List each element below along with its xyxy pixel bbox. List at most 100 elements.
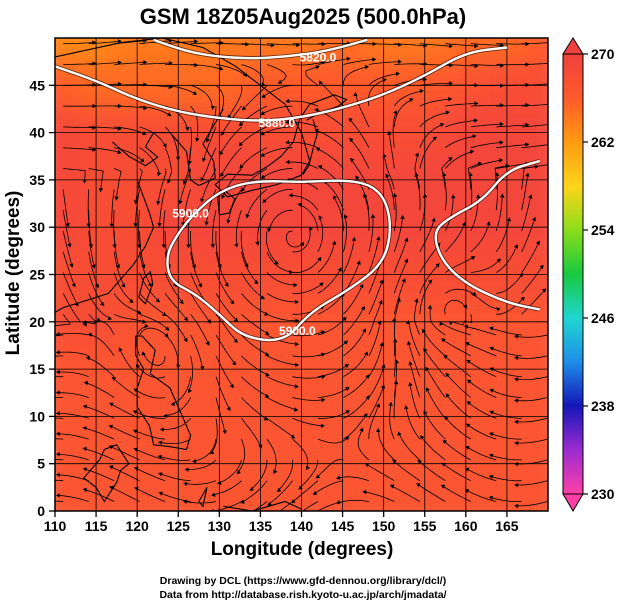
- streamline-arrowhead: [109, 485, 114, 490]
- streamline: [427, 390, 446, 419]
- streamline-arrowhead: [356, 260, 361, 265]
- streamline-arrowhead: [393, 110, 398, 115]
- streamline-arrowhead: [161, 311, 167, 317]
- streamline: [425, 351, 446, 377]
- streamline-arrowhead: [143, 60, 148, 65]
- streamline-arrowhead: [396, 297, 401, 303]
- streamline: [222, 147, 242, 174]
- streamline-arrowhead: [263, 416, 269, 421]
- streamline-arrowhead: [362, 328, 366, 333]
- streamline: [445, 103, 475, 107]
- streamline: [139, 62, 170, 65]
- streamline-arrowhead: [294, 300, 299, 305]
- streamline: [190, 84, 213, 106]
- streamline: [216, 43, 246, 45]
- streamline: [165, 64, 195, 66]
- streamline-arrowhead: [539, 264, 544, 270]
- streamline-arrowhead: [82, 467, 87, 472]
- streamline-arrowhead: [55, 493, 60, 498]
- streamline-arrowhead: [260, 152, 265, 157]
- streamline: [364, 197, 370, 232]
- streamline: [496, 144, 526, 149]
- streamline: [139, 230, 144, 265]
- streamline: [521, 62, 548, 65]
- streamline-arrowhead: [226, 406, 231, 412]
- streamline: [339, 476, 370, 482]
- streamline: [469, 381, 497, 398]
- streamline-arrowhead: [376, 236, 381, 241]
- x-axis-ticks: 110 115 120 125 130 135 140 145 150 155 160 165: [44, 511, 519, 534]
- streamline-arrowhead: [185, 126, 190, 132]
- x-tick-label: 115: [85, 518, 108, 534]
- streamline-arrowhead: [417, 459, 422, 465]
- streamline: [467, 163, 479, 190]
- streamline-arrowhead: [409, 98, 414, 103]
- streamline-arrowhead: [195, 137, 200, 142]
- streamline: [445, 225, 465, 253]
- streamline-arrowhead: [332, 195, 337, 200]
- streamline: [266, 313, 296, 322]
- streamline: [135, 326, 146, 357]
- streamline: [201, 168, 217, 199]
- streamline: [89, 358, 115, 377]
- streamline-arrowhead: [351, 236, 357, 241]
- streamline: [321, 83, 344, 107]
- streamline-arrowhead: [317, 256, 322, 262]
- streamline-arrowhead: [317, 165, 323, 170]
- streamline-arrowhead: [499, 140, 504, 145]
- streamline-arrowhead: [449, 63, 454, 68]
- streamline-arrowhead: [445, 393, 450, 398]
- streamline-arrowhead: [162, 143, 167, 148]
- streamline-arrowhead: [320, 330, 326, 335]
- streamline-arrowhead: [55, 350, 60, 355]
- streamline-arrowhead: [289, 270, 294, 275]
- streamline: [441, 159, 450, 190]
- streamline: [357, 431, 370, 461]
- streamline: [343, 287, 362, 315]
- heat-cell: [526, 38, 548, 63]
- streamline-arrowhead: [274, 260, 279, 265]
- streamline: [521, 267, 542, 294]
- streamline-arrowhead: [163, 413, 168, 419]
- streamline: [445, 120, 475, 128]
- streamline: [241, 313, 267, 334]
- streamline-arrowhead: [404, 405, 409, 410]
- streamline: [62, 251, 75, 284]
- colorbar-top-arrow: [562, 37, 584, 55]
- streamline-arrowhead: [513, 244, 518, 249]
- streamline: [63, 63, 93, 65]
- streamline-arrowhead: [448, 96, 453, 102]
- streamline: [517, 438, 548, 444]
- streamline-arrowhead: [404, 258, 409, 263]
- streamline-arrowhead: [267, 228, 272, 233]
- streamline: [468, 447, 497, 461]
- streamline: [59, 413, 89, 419]
- streamline: [427, 370, 446, 398]
- streamline: [367, 464, 395, 482]
- streamline: [425, 413, 446, 440]
- streamline: [195, 439, 217, 462]
- streamline-arrowhead: [267, 501, 272, 506]
- streamline: [292, 62, 322, 66]
- streamline: [88, 62, 119, 65]
- streamline-arrowhead: [244, 263, 249, 268]
- streamline: [467, 326, 497, 336]
- streamline: [63, 147, 93, 150]
- x-tick-label: 165: [495, 518, 519, 534]
- coastline: [302, 119, 318, 175]
- streamline: [384, 157, 395, 190]
- streamline: [292, 284, 321, 294]
- streamline-arrowhead: [91, 264, 96, 269]
- streamline-arrowhead: [371, 214, 376, 219]
- streamline: [111, 426, 140, 440]
- colorbar-tick-label: 230: [591, 486, 615, 502]
- streamline: [292, 332, 322, 337]
- streamline-arrowhead: [170, 401, 176, 406]
- streamline-arrowhead: [178, 200, 183, 205]
- streamline-arrowhead: [441, 338, 446, 343]
- streamline: [444, 299, 465, 315]
- streamline-arrowhead: [314, 108, 319, 113]
- streamline-arrowhead: [157, 223, 162, 227]
- streamline-arrowhead: [551, 81, 555, 85]
- streamline-arrowhead: [528, 194, 533, 199]
